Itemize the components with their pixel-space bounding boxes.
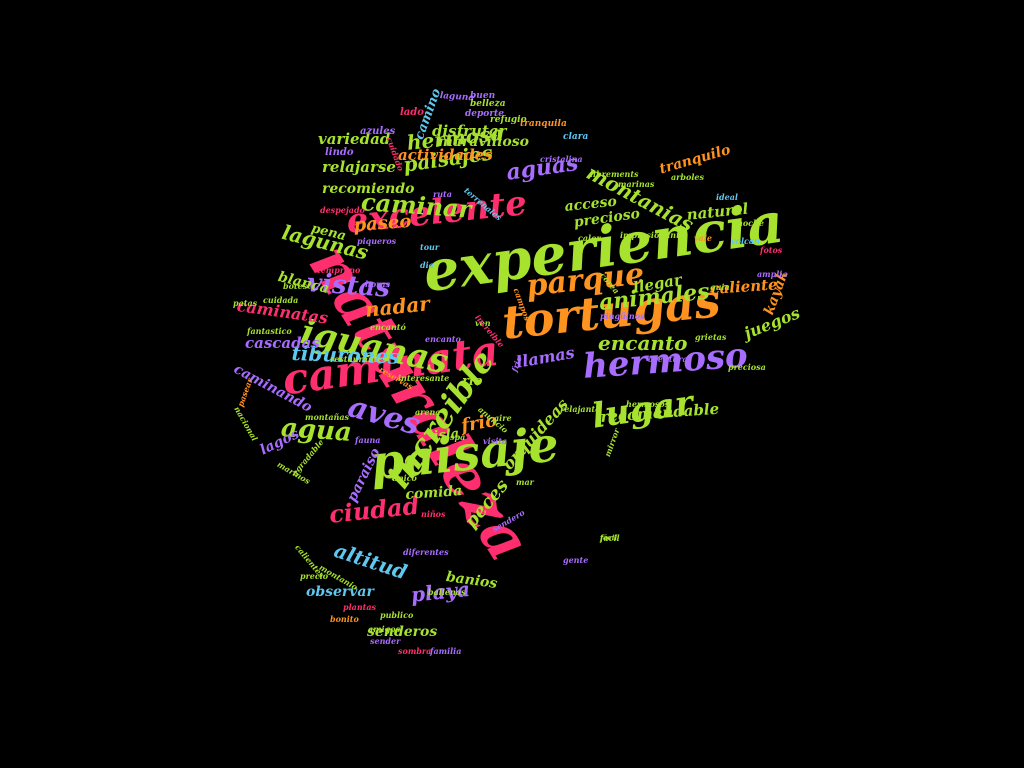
word-ideal: ideal	[716, 192, 738, 202]
word-arboles: arboles	[671, 172, 704, 182]
word-cuidada: cuidada	[263, 295, 299, 305]
word-ven: ven	[475, 318, 491, 328]
word-clara: clara	[563, 132, 589, 142]
word-recomiendo: recomiendo	[322, 181, 415, 197]
word-botes: botes	[283, 281, 308, 291]
word-diferentes: diferentes	[403, 547, 449, 557]
word-volcan: volcan	[731, 236, 760, 246]
word-aventura: aventura	[648, 354, 688, 364]
word-fauna: fauna	[355, 435, 381, 445]
word-encanto: encantó	[370, 322, 406, 332]
word-relajante: relajante	[560, 404, 601, 414]
word-unico: unico	[392, 473, 417, 483]
word-amigos: amigos	[368, 624, 401, 634]
word-marinas: marinas	[618, 179, 655, 189]
word-familia: familia	[430, 646, 462, 656]
word-relajarse: relajarse	[322, 158, 396, 176]
word-hermosos: hermosos	[626, 399, 670, 409]
word-cristalina: cristalina	[540, 154, 583, 164]
word-gente: gente	[563, 555, 589, 565]
word-azules: azules	[360, 126, 396, 137]
word-tour: tour	[420, 242, 440, 252]
word-fantastico: fantastico	[247, 326, 292, 336]
word-visita: visita	[483, 436, 508, 446]
word-observar: observar	[306, 584, 374, 600]
word-paseo: paseo	[352, 210, 413, 236]
word-despejado: despejado	[320, 205, 365, 215]
word-comida: comida	[404, 483, 463, 503]
word-variedad: variedad	[318, 130, 391, 148]
word-ruta: ruta	[433, 189, 452, 199]
word-ballenas: ballenas	[428, 587, 466, 597]
word-temprano: temprano	[317, 265, 361, 275]
word-impresionante: impresionante	[620, 230, 685, 240]
word-ninos: niños	[421, 509, 446, 519]
word-refugio: refugio	[490, 115, 527, 125]
word-guia: guia	[710, 282, 730, 292]
word-preciosa: preciosa	[728, 362, 766, 372]
word-calor: calor	[578, 233, 601, 243]
word-fotos: fotos	[760, 245, 783, 255]
word-facil: facil	[600, 533, 620, 543]
word-rio: rio	[462, 374, 483, 389]
word-disfrutar: disfrutar	[432, 122, 507, 140]
word-plantas: plantas	[343, 602, 377, 612]
word-piqueros: piqueros	[357, 236, 397, 246]
word-facil: fácil	[600, 533, 618, 542]
word-pasear: pasear	[235, 376, 255, 409]
word-nadar: nadar	[363, 291, 431, 322]
word-tranquila: tranquila	[520, 119, 567, 129]
word-senderos: senderos	[367, 624, 438, 640]
word-patas: patas	[233, 298, 258, 308]
word-horas: horas	[365, 279, 391, 289]
word-mar: mar	[516, 477, 534, 487]
word-llamas: llamas	[514, 342, 576, 372]
word-lindo: lindo	[325, 147, 354, 158]
word-vale: vale	[694, 233, 712, 243]
word-dia: dia	[420, 260, 434, 270]
word-actividades: actividades	[398, 146, 493, 164]
word-amplia: amplia	[757, 269, 788, 279]
word-encanto: encanto	[598, 331, 688, 355]
word-precio: precio	[300, 571, 329, 581]
word-arena: arena	[415, 407, 441, 417]
word-encanto: encanto	[425, 334, 461, 344]
word-publico: publico	[380, 610, 414, 620]
word-montanas: montañas	[305, 412, 349, 422]
word-sender: sender	[370, 636, 401, 646]
word-restaurantes: restaurantes	[330, 354, 388, 364]
word-lagos: lagos	[257, 425, 302, 459]
word-spa: spa	[450, 432, 466, 442]
word-librements: librements	[590, 169, 639, 179]
word-pinguinos: pingüinos	[600, 311, 645, 321]
word-nacional: nacional	[232, 404, 261, 443]
word-noche: noche	[737, 218, 764, 228]
word-interesante: interesante	[398, 373, 450, 383]
word-lado: lado	[400, 107, 424, 118]
word-grietas: grietas	[695, 332, 727, 342]
word-deporte: deporte	[465, 109, 504, 119]
word-buen: buen	[470, 91, 496, 101]
word-maravilloso: maravilloso	[438, 134, 529, 150]
word-bonito: bonito	[330, 614, 359, 624]
word-aire: aire	[494, 413, 512, 423]
word-sombra: sombra	[398, 646, 432, 656]
word-belleza: belleza	[470, 99, 506, 109]
word-cascadas: cascadas	[245, 334, 320, 352]
